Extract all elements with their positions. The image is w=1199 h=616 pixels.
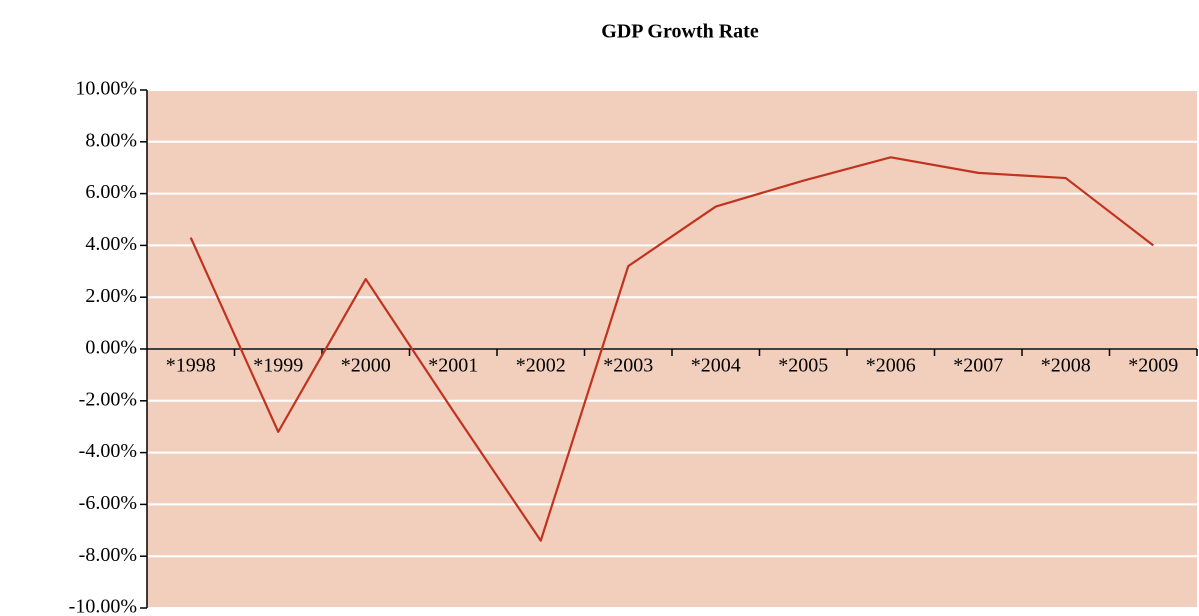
y-tick-label: 10.00% xyxy=(75,78,137,100)
x-tick-label: *2006 xyxy=(866,355,916,377)
x-tick-label: *2005 xyxy=(778,355,828,377)
x-tick-label: *2003 xyxy=(603,355,653,377)
chart-title: GDP Growth Rate xyxy=(601,21,759,43)
x-tick-label: *1998 xyxy=(166,355,216,377)
x-tick-label: *2004 xyxy=(691,355,741,377)
x-tick-label: *2000 xyxy=(341,355,391,377)
x-tick-label: *2008 xyxy=(1041,355,1091,377)
y-tick-label: 2.00% xyxy=(85,285,137,307)
y-tick-label: 0.00% xyxy=(85,337,137,359)
x-tick-label: *2007 xyxy=(953,355,1003,377)
y-tick-label: 4.00% xyxy=(85,233,137,255)
y-tick-label: -4.00% xyxy=(79,440,137,462)
x-tick-label: *2002 xyxy=(516,355,566,377)
y-tick-label: -2.00% xyxy=(79,388,137,410)
x-tick-label: *1999 xyxy=(253,355,303,377)
x-tick-label: *2009 xyxy=(1128,355,1178,377)
y-tick-label: -8.00% xyxy=(79,544,137,566)
y-tick-label: 6.00% xyxy=(85,181,137,203)
x-tick-label: *2001 xyxy=(428,355,478,377)
y-tick-label: 8.00% xyxy=(85,129,137,151)
y-tick-label: -10.00% xyxy=(69,596,137,616)
data-line xyxy=(189,156,1154,542)
y-tick-label: -6.00% xyxy=(79,492,137,514)
